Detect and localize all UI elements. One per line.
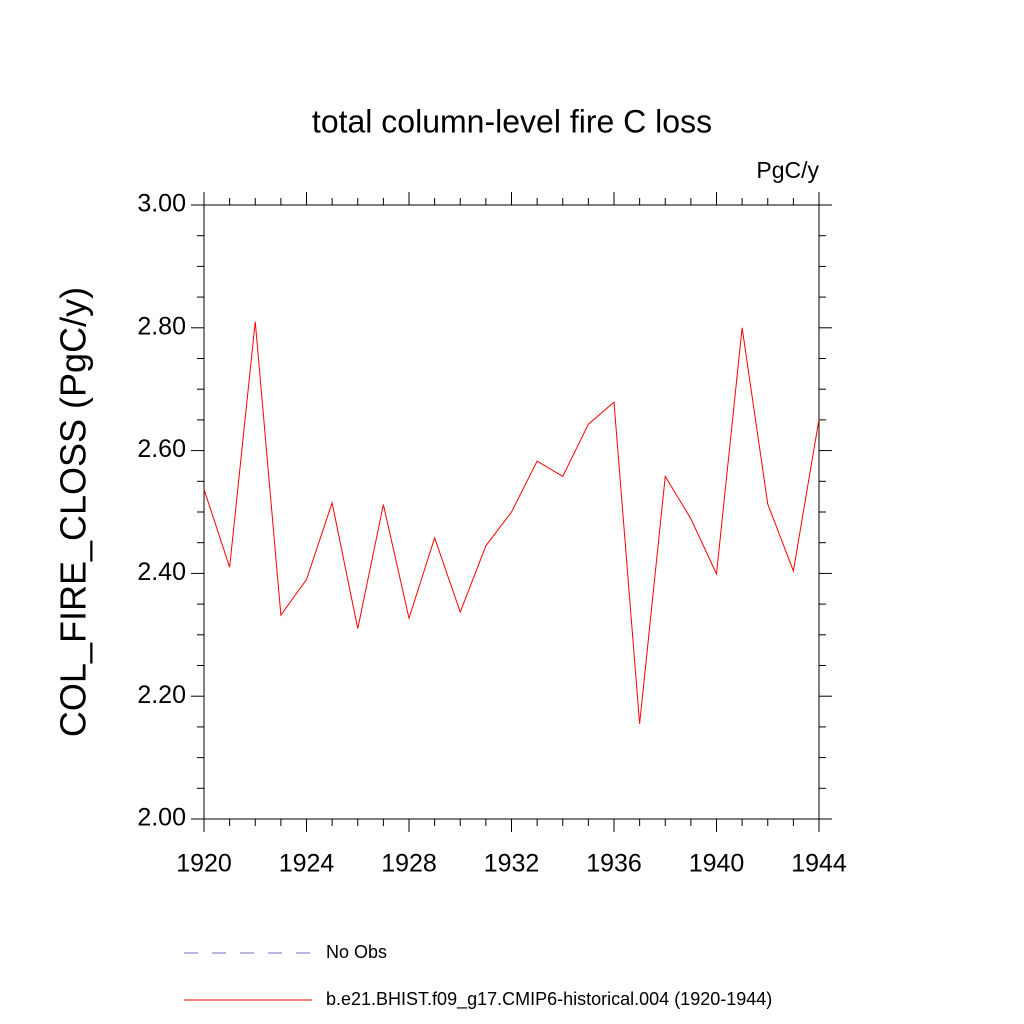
x-tick-label: 1924 [279,850,335,878]
x-tick-label: 1920 [176,850,232,878]
legend-label: b.e21.BHIST.f09_g17.CMIP6-historical.004… [326,989,772,1010]
x-tick-label: 1928 [381,850,437,878]
x-tick-label: 1936 [586,850,642,878]
y-tick-label: 2.20 [137,681,186,709]
x-tick-label: 1944 [791,850,847,878]
y-tick-label: 2.40 [137,558,186,586]
series-line [203,321,820,724]
units-label: PgC/y [756,157,819,183]
y-tick-label: 2.60 [137,435,186,463]
y-axis-label: COL_FIRE_CLOSS (PgC/y) [53,287,94,737]
x-tick-label: 1940 [689,850,745,878]
y-tick-label: 2.00 [137,804,186,832]
x-tick-label: 1932 [484,850,540,878]
y-tick-label: 2.80 [137,312,186,340]
chart-title: total column-level fire C loss [312,103,712,139]
y-tick-label: 3.00 [137,190,186,218]
legend-label: No Obs [326,942,387,962]
